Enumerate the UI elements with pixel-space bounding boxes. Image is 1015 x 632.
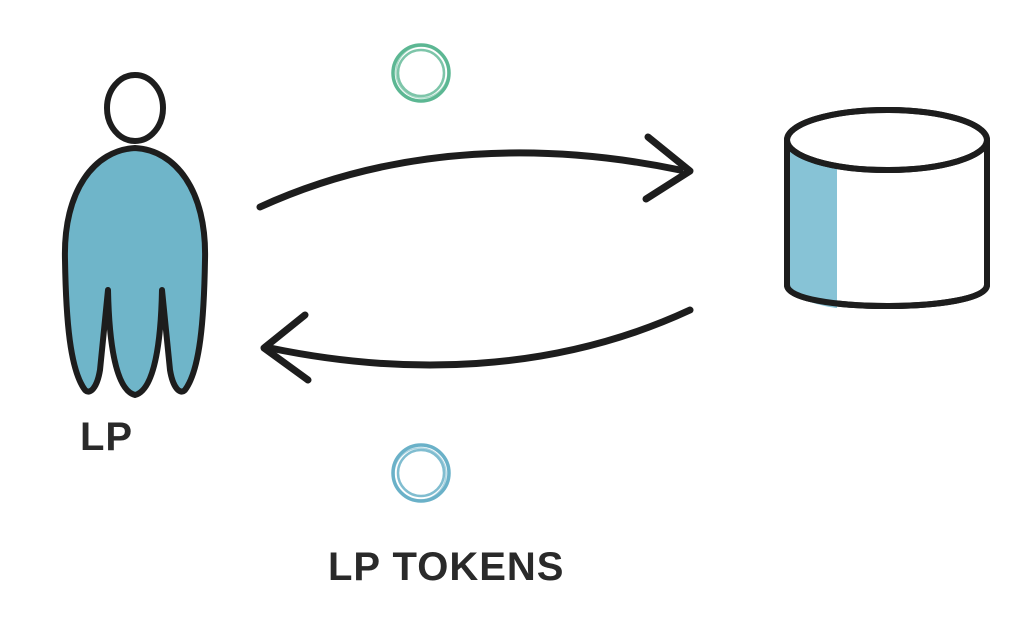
deposit-token-icon	[388, 40, 454, 106]
lp-label: LP	[80, 415, 133, 460]
lp-token-icon	[388, 440, 454, 506]
lp-tokens-label: LP TOKENS	[328, 545, 564, 590]
receive-arrow-icon	[250, 280, 710, 420]
lp-person-icon	[45, 70, 225, 410]
liquidity-pool-cylinder-icon	[772, 95, 1007, 335]
deposit-arrow-icon	[250, 115, 710, 255]
